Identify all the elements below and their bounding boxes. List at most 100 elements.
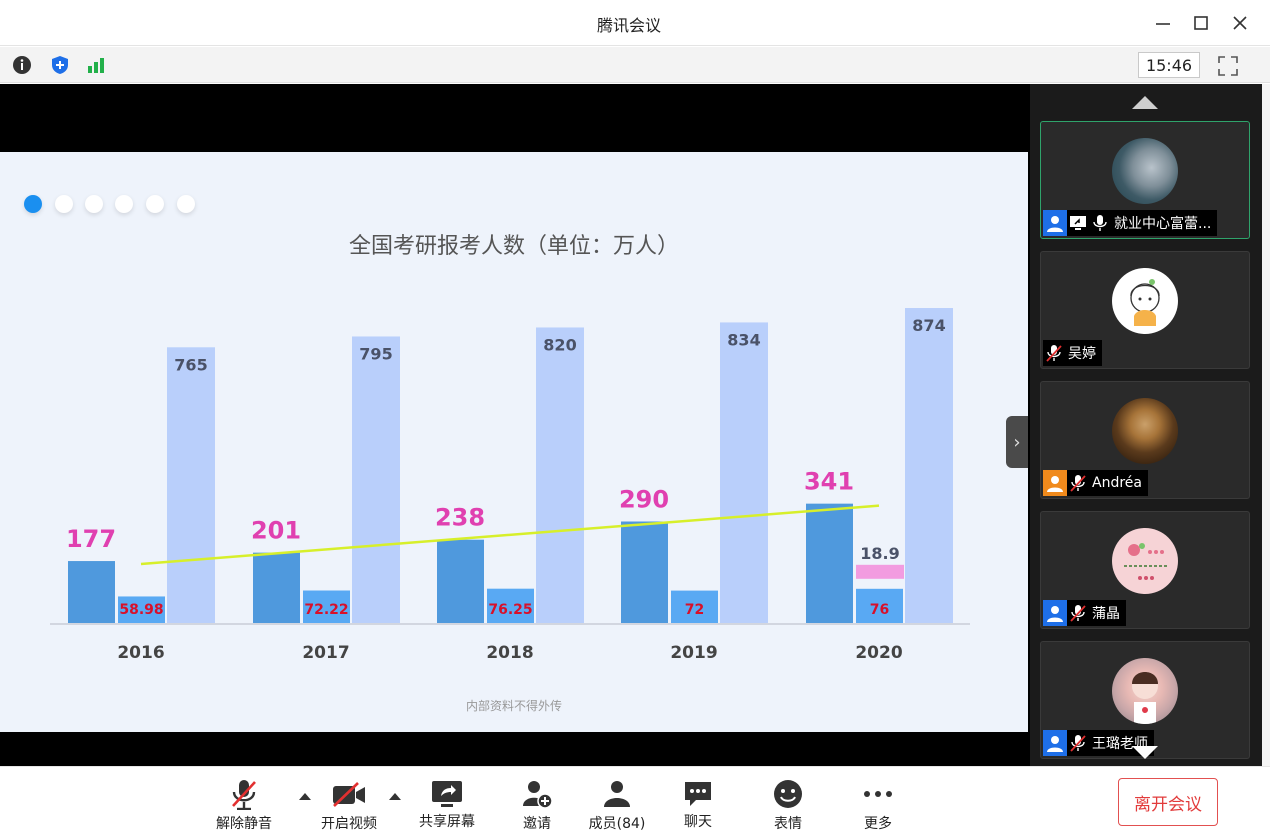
maximize-icon[interactable]	[1188, 10, 1214, 36]
pager-dot-active[interactable]	[24, 195, 42, 213]
muted-microphone-icon	[1043, 340, 1065, 366]
photo-woman-avatar	[1112, 398, 1178, 464]
meeting-toolbar	[0, 47, 1270, 83]
bar	[856, 588, 903, 623]
bar	[437, 539, 484, 623]
pager-dot[interactable]	[115, 195, 133, 213]
scrollbar[interactable]	[1262, 84, 1270, 766]
pager-dot[interactable]	[177, 195, 195, 213]
data-label: 290	[619, 486, 669, 514]
cohost-icon	[1043, 470, 1067, 496]
trend-line	[140, 504, 880, 566]
bar	[487, 588, 534, 623]
host-icon	[1043, 730, 1067, 756]
leave-meeting-button[interactable]: 离开会议	[1118, 778, 1218, 826]
share-screen-button[interactable]: 共享屏幕	[407, 775, 487, 835]
info-icon[interactable]	[12, 55, 32, 75]
bar	[621, 521, 668, 623]
video-options-caret-icon[interactable]	[389, 793, 401, 800]
bar	[720, 322, 768, 623]
participant-tile[interactable]: 蒲晶	[1040, 511, 1250, 629]
participant-name-tag: 吴婷	[1043, 340, 1102, 366]
bar	[671, 590, 718, 623]
more-button[interactable]: 更多	[838, 775, 918, 835]
close-icon[interactable]	[1227, 10, 1253, 36]
x-tick-label: 2019	[670, 643, 717, 663]
muted-microphone-icon	[1067, 600, 1089, 626]
watermark: 内部资料不得外传	[465, 699, 562, 713]
bar	[253, 552, 300, 623]
data-label: 76	[870, 602, 889, 618]
data-label: 76.25	[488, 602, 532, 618]
muted-microphone-icon	[204, 777, 284, 811]
audio-options-caret-icon[interactable]	[299, 793, 311, 800]
data-label: 72.22	[304, 602, 348, 618]
smiley-icon	[748, 777, 828, 811]
participant-tile[interactable]: 王璐老师	[1040, 641, 1250, 759]
collapse-sidebar-button[interactable]: ›	[1006, 416, 1028, 468]
participant-name: 就业中心富蕾...	[1114, 216, 1212, 232]
participant-name-tag: Andréa	[1043, 470, 1148, 496]
x-tick-label: 2018	[486, 643, 533, 663]
share-screen-label: 共享屏幕	[419, 814, 475, 830]
data-label: 765	[174, 355, 207, 374]
chat-icon	[658, 777, 738, 811]
reactions-button[interactable]: 表情	[748, 775, 828, 835]
add-user-icon	[497, 777, 577, 811]
muted-microphone-icon	[1067, 470, 1089, 496]
participant-name: 吴婷	[1068, 346, 1096, 362]
meeting-clock: 15:46	[1138, 52, 1200, 78]
invite-button[interactable]: 邀请	[497, 775, 577, 835]
shared-screen: 全国考研报考人数（单位：万人） 177 58.98 765 2016 201 72.22 7…	[0, 84, 1030, 766]
muted-microphone-icon	[1067, 730, 1089, 756]
invite-label: 邀请	[523, 816, 551, 832]
participant-tile[interactable]: Andréa	[1040, 381, 1250, 499]
chat-button[interactable]: 聊天	[658, 775, 738, 835]
bar	[806, 503, 853, 623]
participant-sidebar: 就业中心富蕾... 吴婷 Andréa 蒲晶	[1030, 84, 1262, 766]
data-label: 820	[543, 335, 576, 354]
host-icon	[1043, 210, 1067, 236]
pager-dot[interactable]	[85, 195, 103, 213]
members-button[interactable]: 成员(84)	[577, 775, 657, 835]
title-bar: 腾讯会议	[0, 0, 1270, 46]
extra-bar	[856, 564, 904, 579]
bar	[68, 561, 115, 623]
data-label: 238	[435, 504, 485, 532]
data-label: 201	[251, 517, 301, 545]
bar	[536, 327, 584, 623]
scroll-up-icon[interactable]	[1132, 96, 1158, 109]
x-tick-label: 2017	[302, 643, 349, 663]
participant-name-tag: 蒲晶	[1043, 600, 1126, 626]
unmute-button[interactable]: 解除静音	[204, 775, 284, 835]
start-video-button[interactable]: 开启视频	[309, 775, 389, 835]
signal-icon[interactable]	[86, 55, 106, 75]
ocean-avatar	[1112, 138, 1178, 204]
data-label: 795	[359, 344, 392, 363]
host-icon	[1043, 600, 1067, 626]
data-label: 874	[912, 316, 945, 335]
pager-dot[interactable]	[146, 195, 164, 213]
bar	[118, 596, 165, 623]
shield-icon[interactable]	[50, 55, 70, 75]
data-label: 177	[66, 525, 116, 553]
participant-name: 蒲晶	[1092, 606, 1120, 622]
reactions-label: 表情	[774, 816, 802, 832]
participant-tile[interactable]: 就业中心富蕾...	[1040, 121, 1250, 239]
more-label: 更多	[864, 816, 892, 832]
app-title: 腾讯会议	[596, 16, 661, 35]
bar	[352, 336, 400, 623]
chat-label: 聊天	[684, 814, 712, 830]
scroll-down-icon[interactable]	[1132, 746, 1158, 759]
members-label: 成员(84)	[588, 816, 646, 832]
pager-dot[interactable]	[55, 195, 73, 213]
x-tick-label: 2016	[117, 643, 164, 663]
bar	[167, 347, 215, 623]
participant-tile[interactable]: 吴婷	[1040, 251, 1250, 369]
fullscreen-icon[interactable]	[1216, 54, 1240, 78]
data-label: 58.98	[119, 602, 163, 618]
start-video-label: 开启视频	[321, 816, 377, 832]
minimize-icon[interactable]	[1150, 10, 1176, 36]
bar	[905, 308, 953, 623]
data-label: 72	[685, 602, 704, 618]
